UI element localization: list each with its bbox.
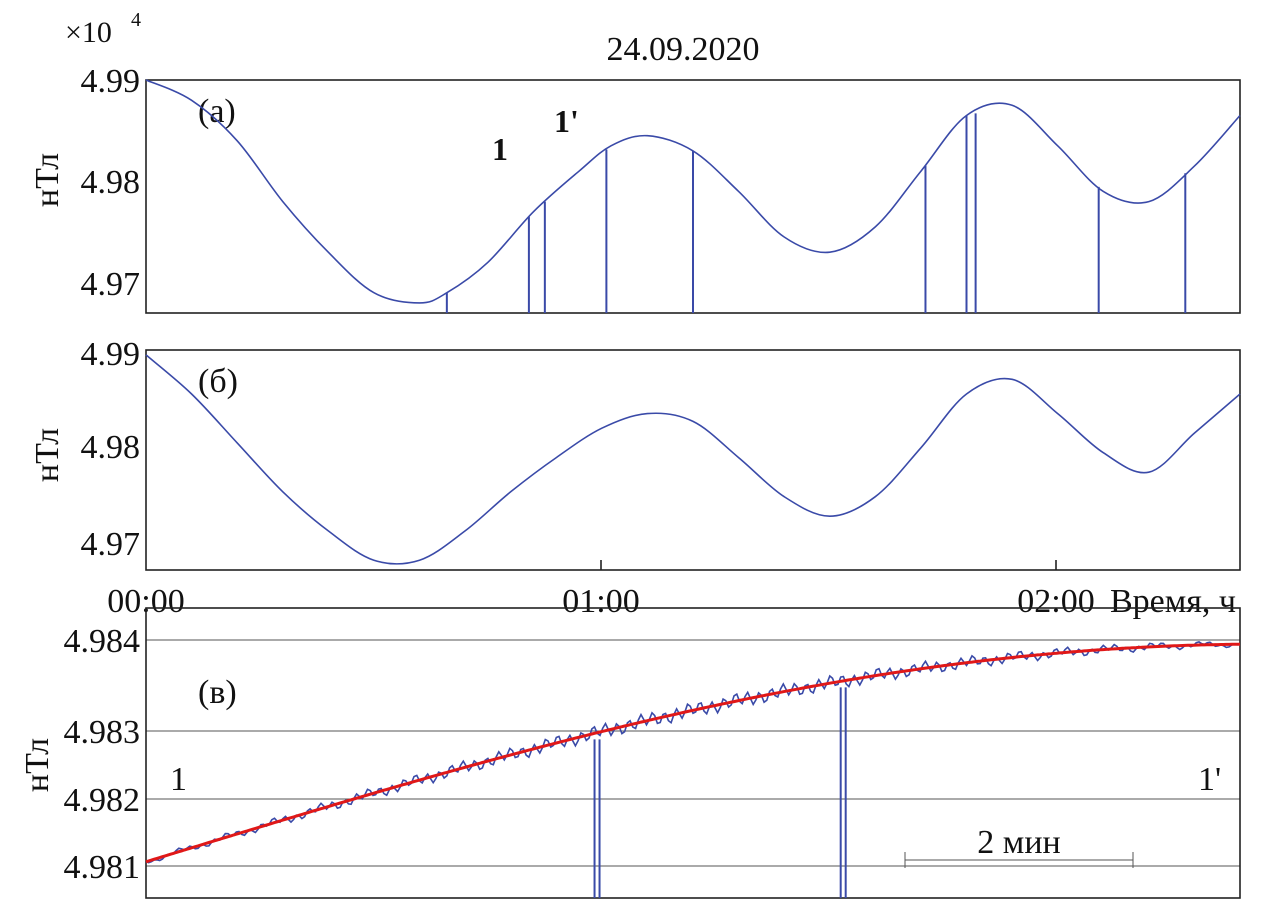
scale-exponent: 4 bbox=[131, 9, 141, 31]
panel-c-frame bbox=[145, 607, 1241, 899]
panel-c-fit-series bbox=[145, 642, 1241, 864]
panel-a-series-line bbox=[145, 79, 1241, 304]
figure-title: 24.09.2020 bbox=[607, 31, 760, 68]
scale-bar: 2 мин bbox=[904, 824, 1134, 868]
panel-b-xlabel: Время, ч bbox=[1110, 583, 1236, 620]
panel-c: 4.984 4.983 4.982 4.981 нТл (в) 1 1' 2 м… bbox=[19, 607, 1241, 899]
panel-b-xtick-label: 01:00 bbox=[562, 583, 639, 620]
panel-a-ytick: 4.98 bbox=[81, 164, 141, 201]
panel-c-ylabel: нТл bbox=[19, 738, 56, 792]
panel-c-start-label: 1 bbox=[170, 761, 187, 798]
panel-c-end-label: 1' bbox=[1198, 761, 1221, 798]
panel-b-ylabel: нТл bbox=[29, 428, 66, 482]
panel-a-label: (а) bbox=[198, 93, 236, 130]
panel-a: 4.99 4.98 4.97 нТл (а) 1 1' bbox=[29, 63, 1241, 314]
panel-a-marker-1prime: 1' bbox=[554, 103, 579, 139]
panel-a-ylabel: нТл bbox=[29, 153, 66, 207]
panel-c-ytick: 4.981 bbox=[64, 849, 141, 886]
panel-a-ytick: 4.97 bbox=[81, 266, 141, 303]
panel-b-ytick: 4.97 bbox=[81, 526, 141, 563]
panel-c-ytick: 4.984 bbox=[64, 623, 141, 660]
panel-c-label: (в) bbox=[198, 674, 237, 711]
panel-a-marker-1: 1 bbox=[492, 131, 508, 167]
panel-b-series-line bbox=[145, 354, 1241, 565]
panel-c-ytick: 4.982 bbox=[64, 782, 141, 819]
scale-bar-label: 2 мин bbox=[977, 824, 1060, 861]
panel-b-ytick: 4.99 bbox=[81, 336, 141, 373]
panel-b-frame bbox=[145, 349, 1241, 571]
panel-c-ytick: 4.983 bbox=[64, 714, 141, 751]
panel-a-dropouts bbox=[445, 113, 1187, 313]
panel-b-ytick: 4.98 bbox=[81, 429, 141, 466]
panel-b: 4.99 4.98 4.97 нТл (б) 00:00 01:00 02:00… bbox=[29, 336, 1241, 620]
panel-b-xtick-label: 02:00 bbox=[1017, 583, 1094, 620]
panel-a-ytick: 4.99 bbox=[81, 63, 141, 100]
panel-c-measured-series bbox=[145, 641, 1241, 864]
panel-c-dropouts bbox=[593, 687, 847, 898]
scale-factor: ×10 bbox=[65, 16, 112, 49]
panel-b-label: (б) bbox=[198, 363, 238, 400]
